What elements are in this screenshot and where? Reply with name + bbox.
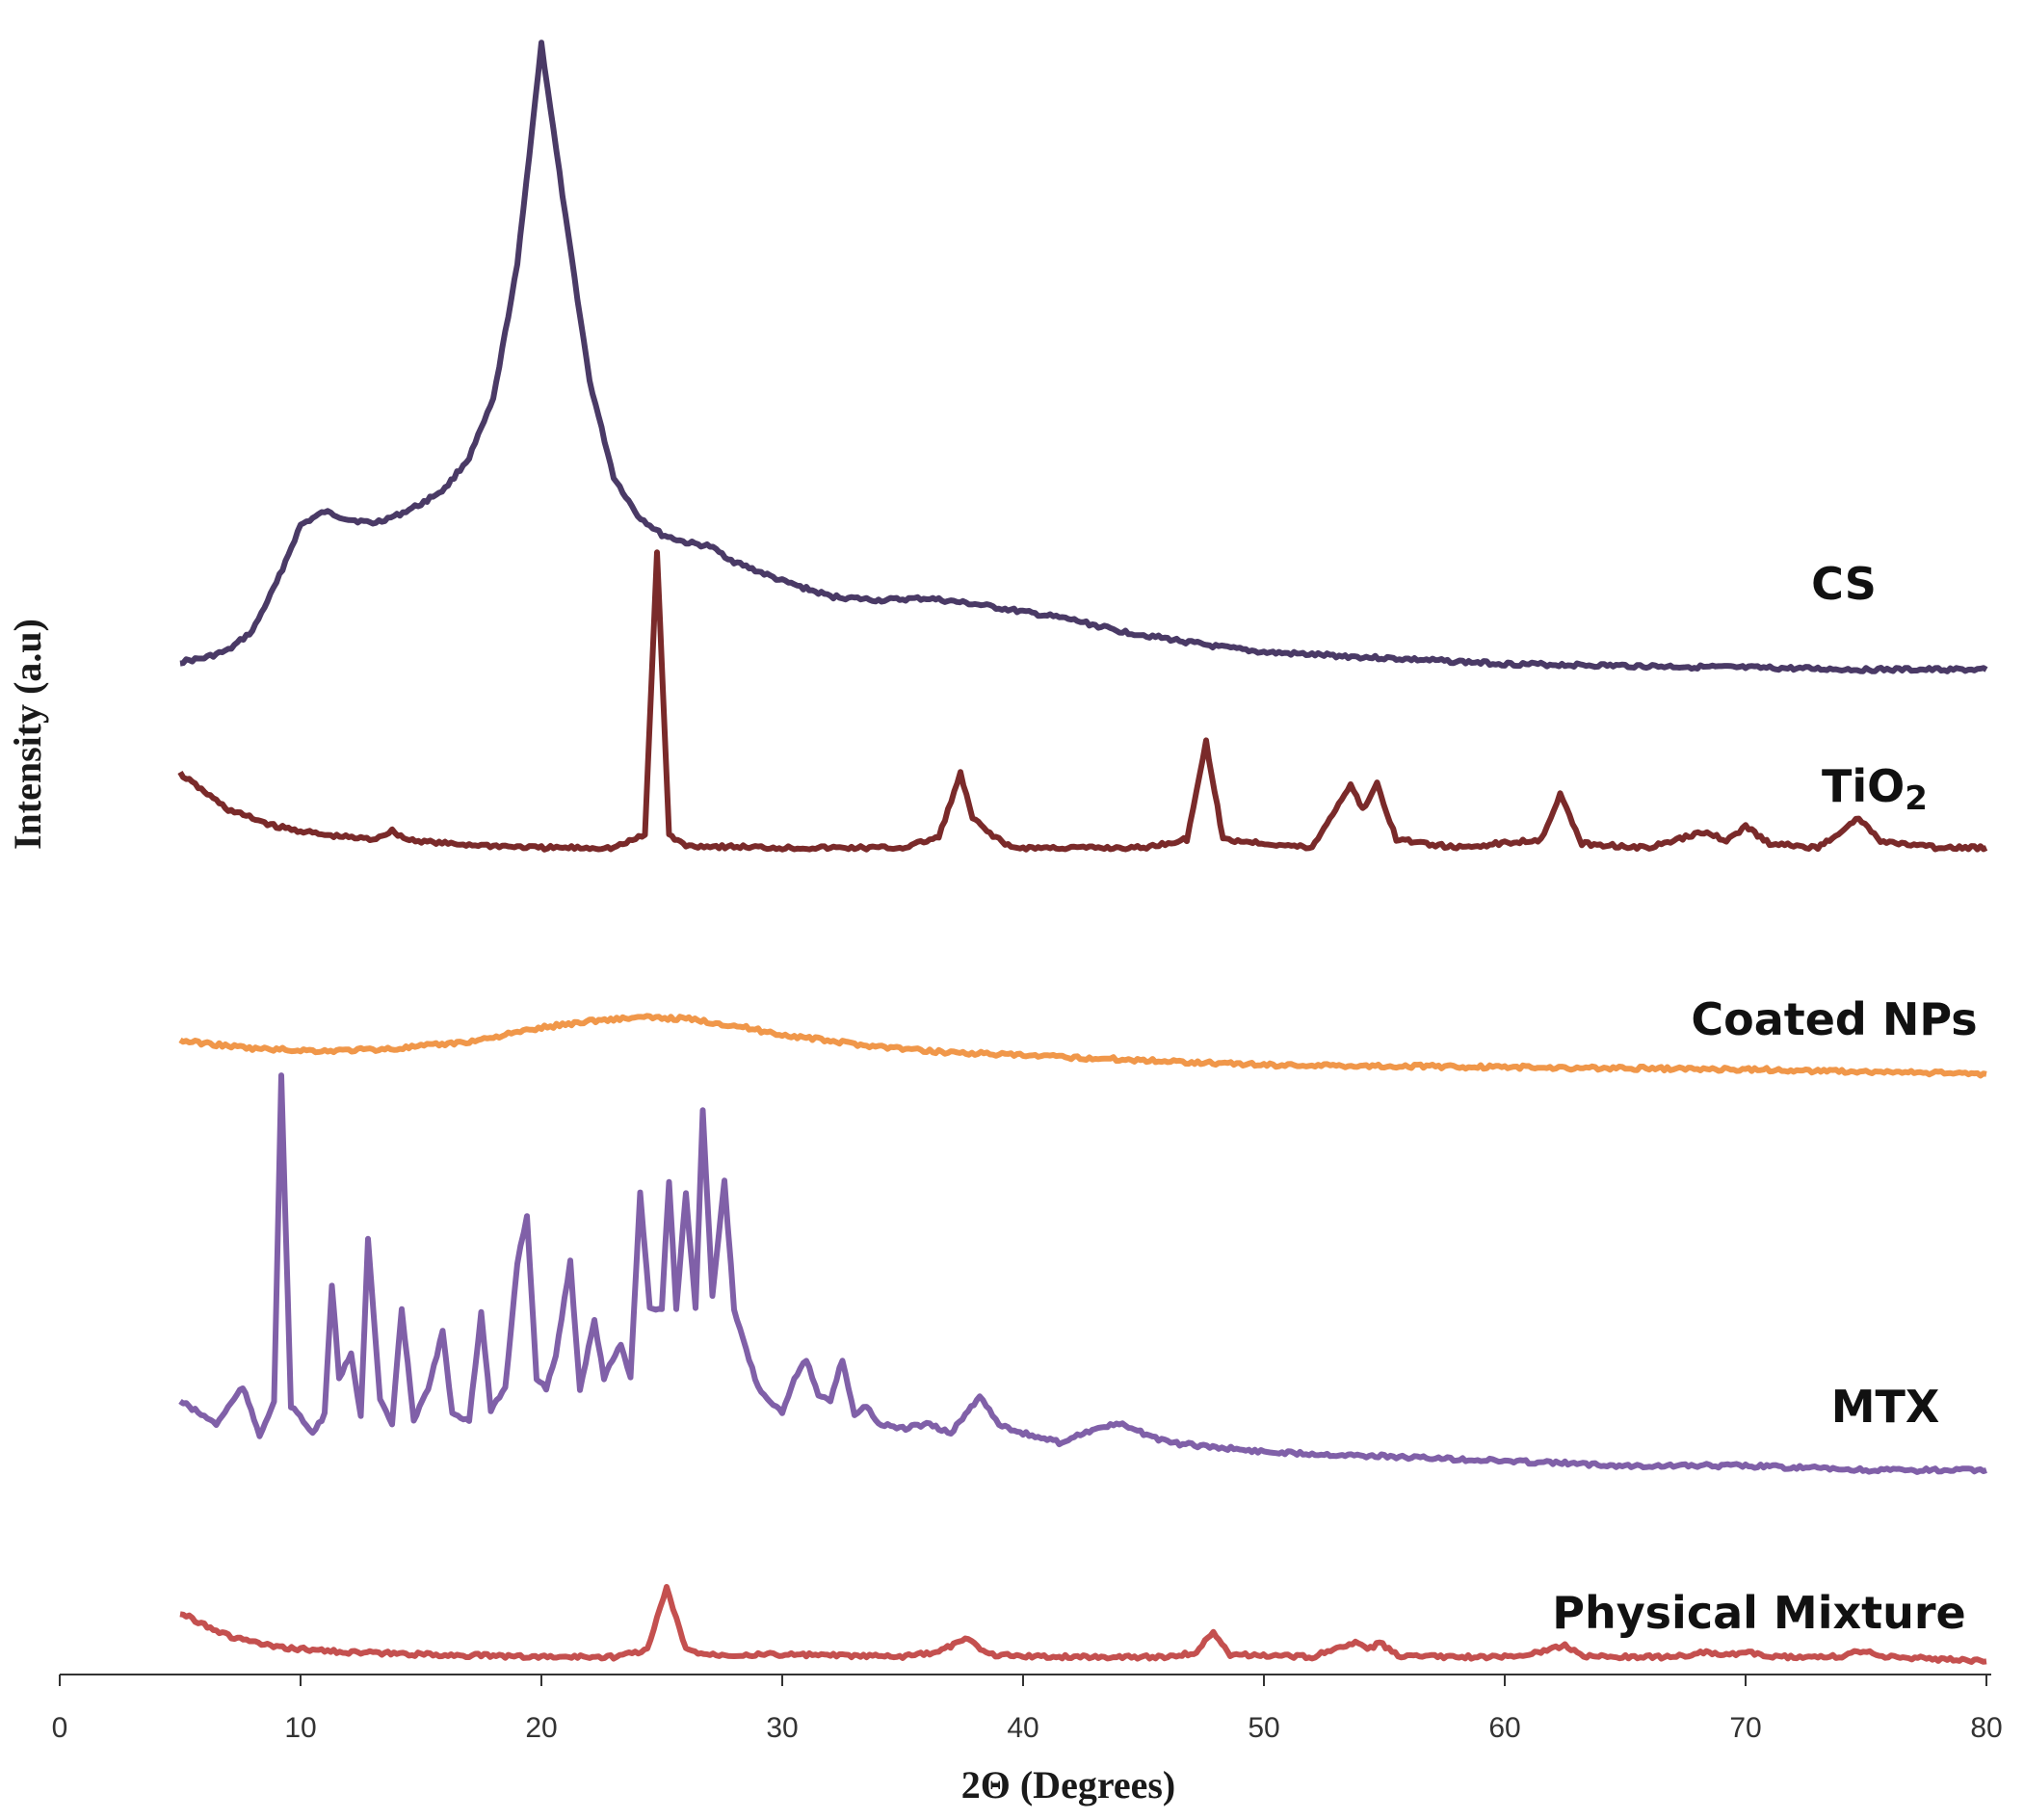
- x-tick-label: 0: [52, 1712, 68, 1744]
- series-label-tio2: TiO2: [1822, 760, 1928, 818]
- x-tick-label: 80: [1970, 1712, 2002, 1744]
- x-tick-label: 50: [1248, 1712, 1279, 1744]
- series-line-mtx: [178, 1072, 1987, 1475]
- x-ticks: 0 10 20 30 40 50 60 70 80: [52, 1675, 2003, 1744]
- x-tick-label: 60: [1488, 1712, 1520, 1744]
- plot-lines: [177, 40, 1988, 1665]
- x-tick-label: 40: [1007, 1712, 1038, 1744]
- series-line-cs: [179, 40, 1988, 674]
- series-label-physical-mixture: Physical Mixture: [1552, 1587, 1966, 1639]
- series-labels: CS TiO2 Coated NPs MTX Physical Mixture: [1552, 558, 1977, 1639]
- series-label-coated-nps: Coated NPs: [1691, 993, 1977, 1045]
- x-axis-title: 2Θ (Degrees): [961, 1763, 1176, 1807]
- series-line-physical-mixture: [179, 1584, 1987, 1665]
- series-line-coated-nps: [178, 1013, 1987, 1079]
- x-tick-label: 70: [1729, 1712, 1761, 1744]
- y-axis-title: Intensity (a.u): [6, 619, 49, 850]
- x-axis: 0 10 20 30 40 50 60 70 80: [52, 1674, 2003, 1744]
- x-tick-label: 10: [284, 1712, 316, 1744]
- series-line-tio2: [177, 549, 1988, 853]
- x-tick-label: 20: [525, 1712, 557, 1744]
- x-tick-label: 30: [766, 1712, 798, 1744]
- series-label-cs: CS: [1811, 558, 1877, 610]
- series-label-mtx: MTX: [1831, 1381, 1940, 1433]
